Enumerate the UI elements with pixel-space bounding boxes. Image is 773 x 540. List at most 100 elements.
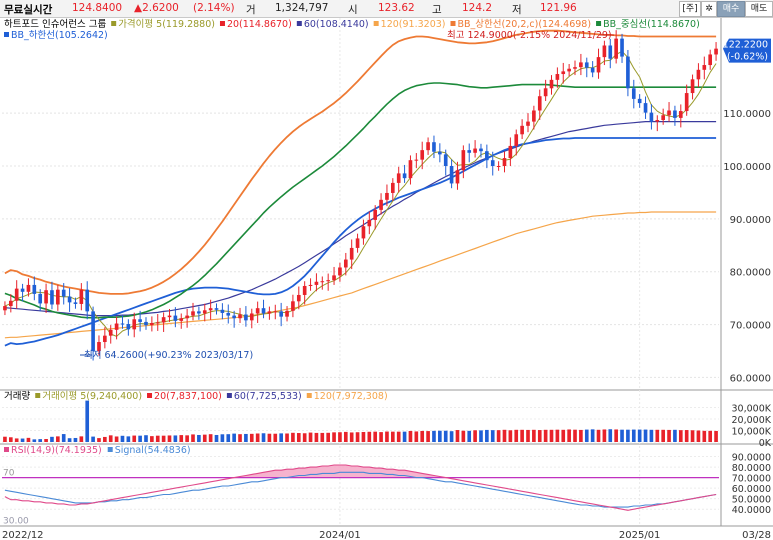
candle-body — [355, 238, 360, 248]
volume-bar — [120, 435, 125, 442]
candle-body — [138, 319, 142, 322]
candle-body — [150, 322, 154, 326]
volume-bar — [220, 434, 225, 442]
volume-bar — [584, 429, 589, 442]
candle-body — [279, 311, 283, 317]
volume-bar — [61, 434, 66, 442]
candle-body — [320, 281, 325, 283]
volume-bar — [649, 429, 654, 442]
volume-bar — [473, 430, 477, 442]
volume-bar — [349, 432, 354, 442]
rsi-overbought-area — [4, 465, 717, 478]
volume-bar — [3, 436, 7, 442]
candle-body — [302, 285, 307, 295]
time-tick-label: 2022/12 — [2, 530, 44, 540]
legend-swatch — [373, 21, 379, 26]
low-label: 저 — [512, 4, 522, 16]
candle-body — [67, 296, 72, 303]
legend-swatch — [107, 447, 113, 452]
volume-bar — [485, 429, 489, 442]
sell-button[interactable]: 매도 — [745, 1, 773, 17]
buy-button[interactable]: 매수 — [717, 1, 745, 17]
volume-bar — [426, 431, 430, 442]
volume-bar — [226, 434, 231, 442]
volume-tick-label: 20,000K — [732, 415, 772, 426]
candle-body — [414, 159, 419, 161]
candle-body — [167, 315, 172, 318]
legend-price-item: 20(114.8670) — [227, 19, 292, 30]
time-tick-label: 2024/01 — [319, 530, 361, 540]
candle-body — [326, 280, 330, 282]
candle-body — [678, 111, 683, 118]
volume-bar — [108, 435, 113, 442]
volume-bar — [314, 432, 319, 442]
candle-body — [396, 173, 401, 183]
period-button[interactable]: [주] — [679, 1, 701, 17]
legend-swatch — [4, 32, 9, 37]
volume-bar — [561, 429, 566, 442]
candle-body — [273, 311, 278, 313]
candle-body — [61, 289, 66, 297]
volume-bar — [408, 430, 413, 442]
candle-body — [438, 151, 442, 155]
last-price-label: 122.2200 — [723, 40, 768, 51]
candle-body — [420, 150, 425, 160]
last-price-marker — [723, 38, 771, 63]
volume-bar — [496, 430, 501, 442]
volume-bar — [232, 433, 236, 442]
volume-bar — [543, 429, 548, 442]
candle-body — [267, 311, 272, 314]
volume-bar — [520, 429, 524, 442]
candle-body — [191, 311, 195, 316]
candle-body — [643, 103, 648, 113]
candle-body — [44, 290, 48, 304]
legend-swatch — [450, 21, 456, 26]
time-tick-label: 2025/01 — [619, 530, 661, 540]
candle-body — [20, 288, 25, 292]
volume-bar — [373, 431, 378, 442]
candle-body — [626, 56, 630, 89]
candle-body — [567, 68, 571, 72]
candle-body — [14, 288, 19, 301]
volume-bar — [126, 436, 131, 442]
volume-bar — [279, 433, 283, 442]
candle-body — [103, 335, 107, 343]
volume-bar — [85, 400, 90, 442]
rsi-tick-label: 80.0000 — [732, 463, 771, 474]
volume-bar — [602, 429, 607, 442]
candle-body — [690, 79, 695, 94]
volume-bar — [655, 429, 660, 442]
ma60-line — [4, 120, 717, 317]
candle-body — [702, 65, 707, 70]
volume-bar — [614, 429, 618, 442]
volume-bar — [44, 439, 48, 442]
candle-body — [555, 74, 560, 80]
candle-body — [73, 302, 78, 304]
candle-body — [584, 62, 589, 68]
legend-swatch — [35, 393, 41, 398]
realtime-label: 무료실시간 — [4, 4, 53, 16]
volume-bar — [532, 429, 536, 442]
price-tick-label: 80.0000 — [730, 268, 771, 279]
high-value: 124.2 — [462, 2, 493, 14]
settings-icon[interactable]: ✲ — [701, 1, 717, 17]
quote-bar: 무료실시간 124.8400 ▲2.6200 (2.14%) 거 1,324,7… — [0, 0, 773, 18]
volume-bar — [455, 430, 460, 442]
min-price-annotation: 최저 64.2600(+90.23% 2023/03/17) — [84, 350, 253, 361]
candle-body — [373, 209, 378, 220]
candle-body — [602, 45, 607, 58]
legend-price-item: BB_중심선(114.8670) — [603, 19, 700, 30]
candle-body — [349, 247, 354, 260]
candle-body — [161, 317, 166, 323]
legend-volume-item: 거래이평 5(9,240,400) — [42, 391, 142, 402]
volume-bar — [173, 435, 178, 442]
volume-bar — [396, 431, 401, 442]
volume-value: 1,324,797 — [275, 2, 329, 14]
volume-bar — [50, 436, 54, 442]
volume-bar — [20, 438, 25, 442]
volume-bar — [261, 433, 266, 442]
stock-chart[interactable]: 최고 124.9000(-2.15% 2024/11/29) 최저 64.2600… — [0, 18, 773, 540]
candle-body — [26, 284, 31, 292]
candle-body — [590, 67, 595, 73]
volume-bar — [155, 435, 160, 442]
